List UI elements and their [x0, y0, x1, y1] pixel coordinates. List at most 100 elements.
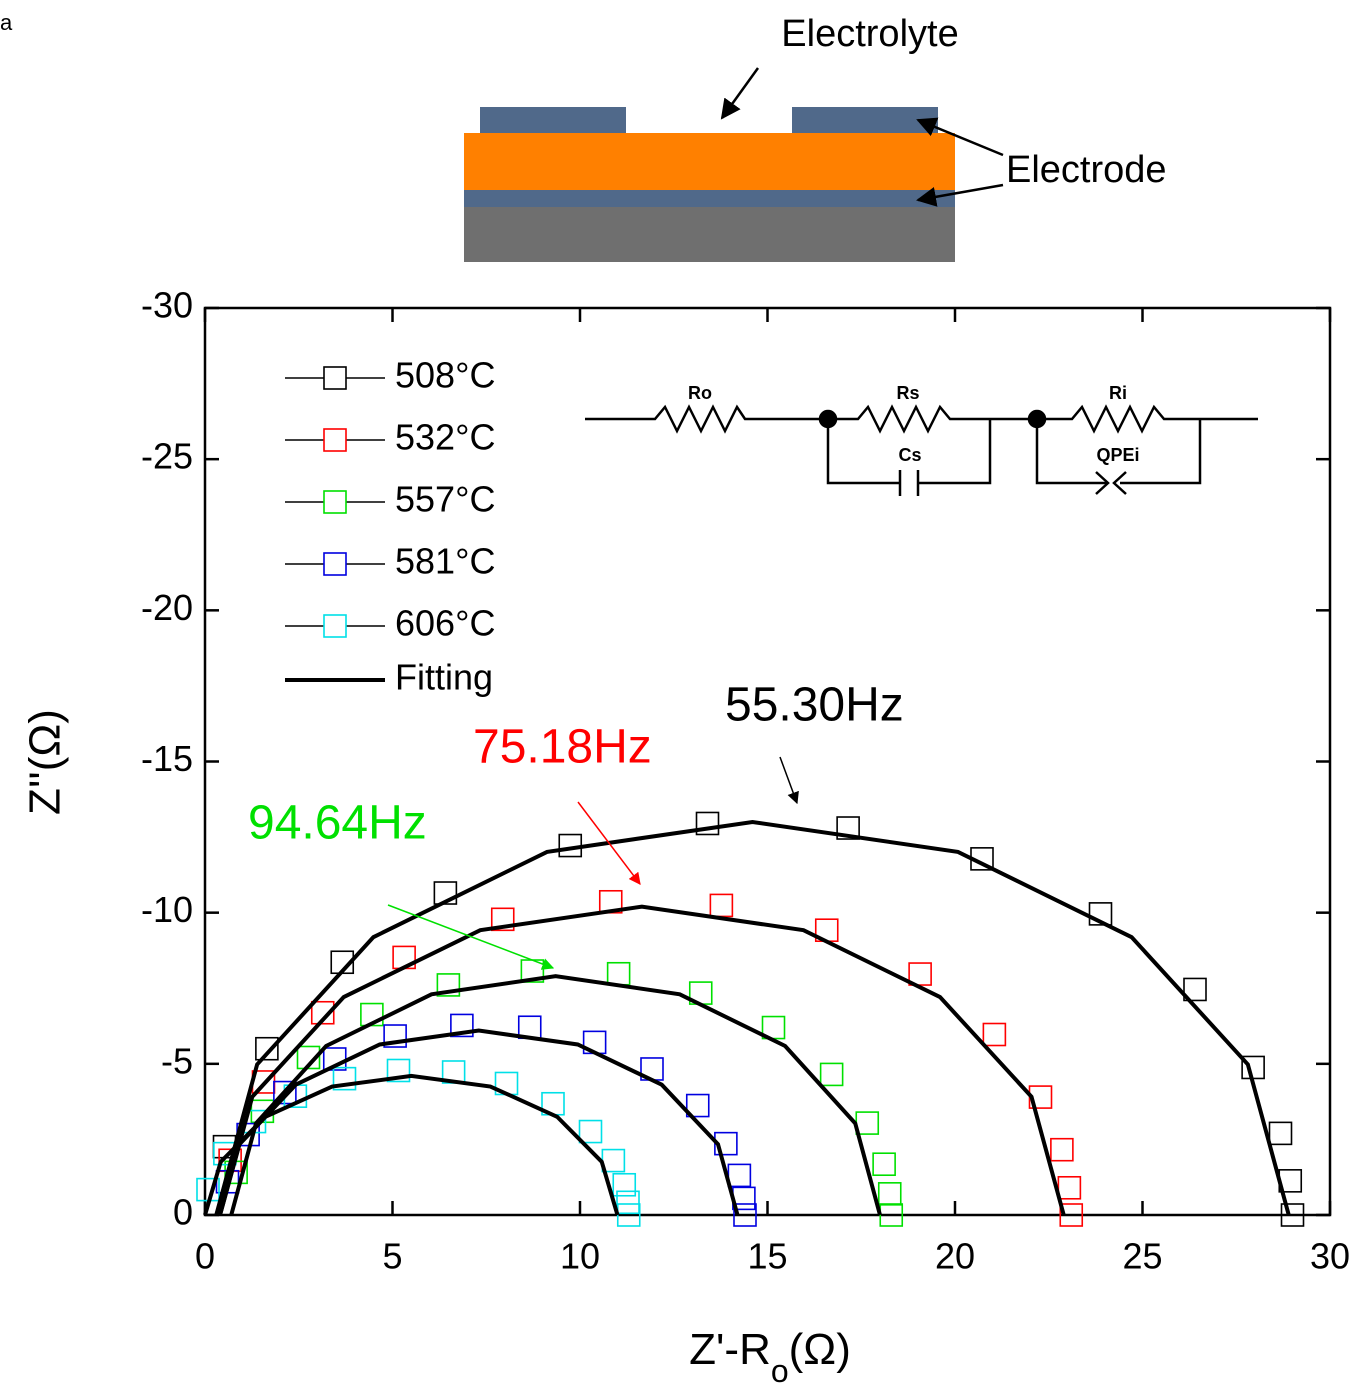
- marker: [1050, 1137, 1074, 1162]
- legend-label: Fitting: [395, 657, 493, 698]
- legend-marker: [323, 614, 347, 638]
- annotation: 55.30Hz: [725, 679, 904, 732]
- marker: [1183, 977, 1207, 1002]
- electrode-label: Electrode: [1006, 149, 1167, 191]
- node: [818, 409, 838, 429]
- legend-label: 508°C: [395, 355, 495, 396]
- marker: [578, 1119, 603, 1144]
- y-axis-label: Z''(Ω): [21, 709, 70, 815]
- y-tick-label: -20: [141, 587, 193, 628]
- y-tick-label: -15: [141, 738, 193, 779]
- cpe: [1112, 471, 1127, 495]
- electrolyte-label: Electrolyte: [781, 13, 958, 55]
- y-tick-label: -10: [141, 889, 193, 930]
- annotation: 75.18Hz: [473, 721, 652, 774]
- marker: [612, 1172, 637, 1197]
- marker: [855, 1111, 880, 1135]
- electrode-top-left: [480, 107, 626, 134]
- circuit-wire: [918, 419, 992, 485]
- marker: [836, 816, 860, 840]
- legend-label: 581°C: [395, 541, 495, 582]
- marker: [1059, 1203, 1084, 1227]
- x-tick-label: 25: [1122, 1236, 1162, 1277]
- marker: [616, 1190, 640, 1215]
- x-label-sub: o: [771, 1353, 789, 1389]
- fit-line: [218, 904, 1066, 1216]
- marker: [1280, 1203, 1305, 1227]
- substrate: [464, 207, 955, 262]
- circuit-label: Cs: [898, 445, 921, 465]
- x-tick-label: 0: [195, 1236, 215, 1277]
- marker: [386, 1058, 411, 1083]
- circuit-labels: Ro Rs Ri Cs QPEi: [688, 383, 1140, 465]
- x-tick-label: 5: [382, 1236, 402, 1277]
- marker: [606, 961, 631, 986]
- y-tick-label: -5: [161, 1040, 193, 1081]
- cpe: [1095, 471, 1110, 495]
- annotation-arrow: [387, 904, 555, 970]
- x-tick-label: 20: [935, 1236, 975, 1277]
- circuit-wire: [1035, 419, 1108, 485]
- x-tick-label: 10: [560, 1236, 600, 1277]
- circuit-label: Rs: [896, 383, 919, 403]
- y-tick-label: 0: [173, 1192, 193, 1233]
- legend-marker: [323, 366, 347, 390]
- x-tick-label: 30: [1310, 1236, 1350, 1277]
- marker: [727, 1163, 752, 1188]
- marker: [383, 1024, 407, 1048]
- electrolyte-layer: [464, 133, 955, 190]
- x-label-unit: (Ω): [789, 1325, 851, 1374]
- legend-marker: [323, 428, 347, 452]
- circuit-wire: [585, 404, 1258, 434]
- node: [1027, 409, 1047, 429]
- marker: [490, 907, 515, 932]
- marker: [436, 973, 461, 997]
- annotation: 94.64Hz: [248, 797, 427, 850]
- y-tick-label: -30: [141, 285, 193, 326]
- circuit-wire: [826, 419, 900, 485]
- circuit: [585, 404, 1258, 496]
- marker: [296, 1045, 321, 1070]
- legend-label: 606°C: [395, 603, 495, 644]
- marker: [982, 1022, 1007, 1047]
- electrode-top-right: [792, 107, 938, 134]
- fit-line: [229, 974, 882, 1216]
- marker: [310, 1000, 335, 1025]
- marker: [1088, 902, 1113, 926]
- x-axis-label: Z'-Ro(Ω): [689, 1325, 851, 1390]
- legend-marker: [323, 552, 347, 576]
- electrode-bottom: [464, 190, 955, 207]
- fit-line: [214, 819, 1291, 1216]
- marker: [709, 893, 734, 918]
- marker: [908, 962, 932, 986]
- marker: [450, 1013, 474, 1038]
- legend-marker: [323, 490, 347, 514]
- marker: [616, 1203, 641, 1227]
- marker: [872, 1152, 896, 1177]
- x-tick-label: 15: [747, 1236, 787, 1277]
- schematic: Electrolyte Electrode: [464, 13, 1167, 262]
- marker: [332, 1066, 357, 1091]
- arrow: [916, 117, 1004, 157]
- marker: [1057, 1175, 1082, 1200]
- circuit-label: QPEi: [1096, 445, 1139, 465]
- marker: [1268, 1121, 1293, 1146]
- y-tick-label: -25: [141, 436, 193, 477]
- marker: [695, 811, 720, 836]
- marker: [819, 1062, 844, 1087]
- annotation-arrow: [779, 756, 799, 805]
- legend-label: 532°C: [395, 417, 495, 458]
- annotation-arrow: [577, 801, 641, 885]
- circuit-label: Ro: [688, 383, 712, 403]
- circuit-label: Ri: [1109, 383, 1127, 403]
- x-label-main: Z'-R: [689, 1325, 771, 1374]
- panel-label: a: [0, 10, 13, 35]
- marker: [733, 1203, 757, 1227]
- marker: [877, 1182, 902, 1206]
- marker: [685, 1093, 710, 1118]
- arrow: [916, 183, 1004, 207]
- marker: [255, 1036, 279, 1061]
- marker: [879, 1203, 904, 1227]
- arrow: [720, 67, 760, 120]
